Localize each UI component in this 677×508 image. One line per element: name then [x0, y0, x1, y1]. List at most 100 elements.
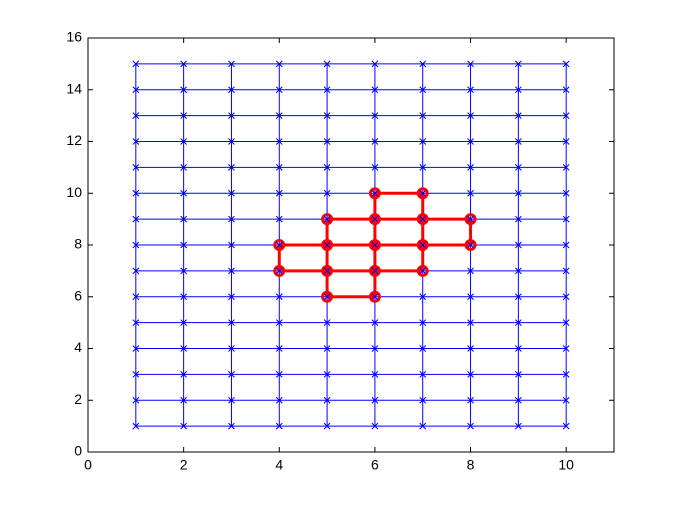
grid-node — [180, 422, 187, 430]
grid-node — [371, 215, 379, 223]
x-tick-label: 8 — [467, 457, 475, 473]
grid-node — [562, 138, 570, 145]
grid-node — [180, 138, 187, 145]
grid-node — [228, 422, 235, 430]
grid-node — [467, 371, 474, 378]
grid-node — [562, 293, 570, 301]
x-tick-label: 4 — [275, 457, 283, 473]
grid-node — [180, 164, 187, 171]
grid-node — [275, 215, 283, 223]
subgraph-node — [321, 213, 334, 226]
grid-node — [467, 396, 474, 404]
subgraph-node — [368, 239, 381, 251]
grid-node — [132, 60, 140, 68]
grid-node — [562, 60, 570, 68]
y-tick-label: 10 — [66, 184, 82, 200]
grid-node — [515, 319, 522, 326]
grid-node — [562, 371, 570, 378]
grid-node — [562, 189, 570, 197]
grid-node — [180, 112, 187, 119]
grid-node — [515, 422, 522, 430]
subgraph-node — [416, 213, 429, 226]
grid-node — [228, 371, 235, 378]
grid-node — [515, 215, 522, 223]
grid-node — [515, 345, 522, 352]
grid-node — [419, 164, 427, 171]
grid-node — [419, 138, 427, 145]
grid-node — [275, 189, 283, 197]
grid-node — [419, 422, 427, 430]
grid-node — [371, 267, 379, 275]
grid-node — [228, 112, 235, 119]
grid-node — [371, 345, 379, 352]
grid-node — [467, 189, 474, 197]
grid-node — [275, 293, 283, 301]
grid-node — [515, 189, 522, 197]
grid-node — [323, 267, 331, 275]
grid-node — [323, 215, 331, 223]
grid-node — [275, 60, 283, 68]
grid-node — [467, 86, 474, 94]
grid-node — [515, 112, 522, 119]
grid-node — [467, 422, 474, 430]
grid-node — [132, 138, 140, 145]
grid-node — [419, 396, 427, 404]
grid-node — [562, 112, 570, 119]
grid-node — [419, 267, 427, 275]
x-tick-label: 10 — [558, 457, 574, 473]
grid-node — [371, 112, 379, 119]
grid-node — [323, 164, 331, 171]
grid-node — [228, 215, 235, 223]
y-tick-label: 8 — [74, 236, 82, 252]
grid-node — [275, 396, 283, 404]
grid-node — [515, 60, 522, 68]
grid-node — [419, 215, 427, 223]
grid-node — [515, 267, 522, 275]
subgraph-node — [321, 239, 334, 251]
grid-node — [467, 345, 474, 352]
grid-node — [180, 86, 187, 94]
grid-node — [323, 293, 331, 301]
subgraph-node — [464, 213, 477, 226]
grid-node — [275, 86, 283, 94]
grid-node — [562, 422, 570, 430]
grid-node — [515, 164, 522, 171]
grid-node — [467, 267, 474, 275]
grid-node — [371, 60, 379, 68]
subgraph-node — [416, 239, 429, 251]
grid-node — [562, 215, 570, 223]
grid-node — [228, 164, 235, 171]
grid-node — [562, 396, 570, 404]
grid-node — [132, 422, 140, 430]
grid-node — [180, 371, 187, 378]
grid-node — [467, 293, 474, 301]
grid-node — [275, 138, 283, 145]
grid-node — [180, 293, 187, 301]
grid-node — [323, 60, 331, 68]
grid-node — [180, 189, 187, 197]
grid-node — [180, 60, 187, 68]
subgraph-node — [416, 187, 429, 200]
subgraph-node — [368, 187, 381, 200]
grid-node — [132, 215, 140, 223]
grid-node — [467, 60, 474, 68]
grid-node — [275, 164, 283, 171]
grid-node — [132, 345, 140, 352]
grid-node — [132, 267, 140, 275]
grid-node — [132, 112, 140, 119]
grid-node — [467, 138, 474, 145]
grid-node — [515, 396, 522, 404]
grid-node — [419, 345, 427, 352]
grid-node — [467, 241, 474, 249]
grid-node — [371, 396, 379, 404]
grid-node — [132, 371, 140, 378]
grid-node — [562, 345, 570, 352]
grid-node — [323, 422, 331, 430]
grid-node — [180, 319, 187, 326]
grid-node — [180, 215, 187, 223]
grid-node — [419, 319, 427, 326]
grid-node — [371, 371, 379, 378]
grid-node — [419, 241, 427, 249]
grid-node — [371, 138, 379, 145]
